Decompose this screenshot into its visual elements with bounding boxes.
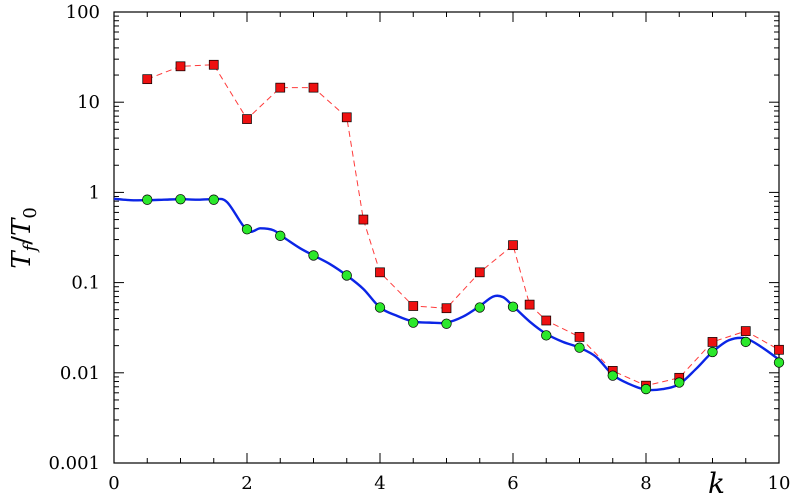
red-square-point — [524, 299, 535, 310]
green-circle-point — [441, 318, 452, 329]
green-circle-point — [507, 301, 519, 312]
y-axis-label: Tf/T0 — [7, 207, 41, 269]
x-axis-label: k — [708, 467, 725, 498]
red-square-point — [441, 303, 452, 314]
green-circle-point — [773, 357, 785, 368]
red-square-point — [358, 214, 369, 225]
green-circle-point — [607, 370, 618, 381]
y-label-sub-0: 0 — [20, 207, 41, 218]
green-circle-point — [341, 270, 352, 281]
green-circle-point — [275, 230, 286, 241]
y-tick-label: 0.001 — [48, 453, 100, 474]
red-square-point — [474, 267, 485, 278]
green-circle-point — [374, 302, 386, 313]
red-square-point — [541, 315, 552, 326]
green-circle-point — [740, 336, 751, 348]
y-label-main-2: T — [7, 217, 37, 236]
y-tick-label: 1 — [89, 182, 100, 203]
red-square-point — [740, 326, 751, 336]
x-tick-label: 4 — [374, 473, 385, 494]
red-square-point — [308, 82, 319, 93]
red-square-point — [341, 112, 352, 123]
green-circle-point — [175, 194, 186, 205]
green-circle-point — [474, 302, 485, 313]
green-circle-point — [241, 224, 253, 235]
green-circle-point — [408, 317, 419, 328]
y-tick-label: 100 — [66, 2, 100, 23]
axis-ticks: 0 2 4 6 8 10 0.001 0.01 0.1 1 10 100 — [48, 2, 790, 494]
y-tick-label: 10 — [77, 92, 100, 113]
series-layer — [113, 59, 785, 395]
y-tick-label: 0.1 — [71, 273, 100, 294]
x-tick-label: 10 — [768, 473, 790, 494]
plot-frame — [113, 11, 780, 464]
series-red-line — [147, 64, 780, 387]
red-square-point — [242, 114, 252, 124]
red-square-point — [142, 74, 153, 85]
green-circle-point — [308, 250, 319, 261]
svg-text:Tf/T0: Tf/T0 — [7, 207, 41, 269]
series-blue-line — [113, 197, 780, 392]
red-square-point — [275, 82, 286, 93]
green-circle-point — [640, 383, 652, 395]
red-square-point — [574, 332, 585, 342]
red-square-point — [508, 240, 518, 251]
red-square-point — [408, 301, 419, 311]
red-square-point — [375, 267, 385, 278]
green-circle-point — [541, 330, 552, 341]
y-label-main: T — [7, 250, 37, 269]
x-tick-label: 0 — [108, 473, 119, 494]
red-square-point — [707, 337, 718, 347]
green-circle-point — [574, 342, 585, 353]
green-circle-point — [142, 194, 153, 205]
y-tick-label: 0.01 — [60, 363, 100, 384]
green-circle-point — [707, 346, 718, 358]
x-tick-label: 2 — [241, 473, 252, 494]
y-label-slash: / — [7, 236, 37, 245]
green-circle-point — [208, 194, 219, 205]
green-circle-point — [674, 377, 685, 388]
red-square-point — [208, 59, 219, 70]
x-tick-label: 6 — [507, 473, 518, 494]
red-square-point — [774, 344, 784, 355]
x-tick-label: 8 — [640, 473, 651, 494]
red-square-point — [175, 61, 186, 72]
